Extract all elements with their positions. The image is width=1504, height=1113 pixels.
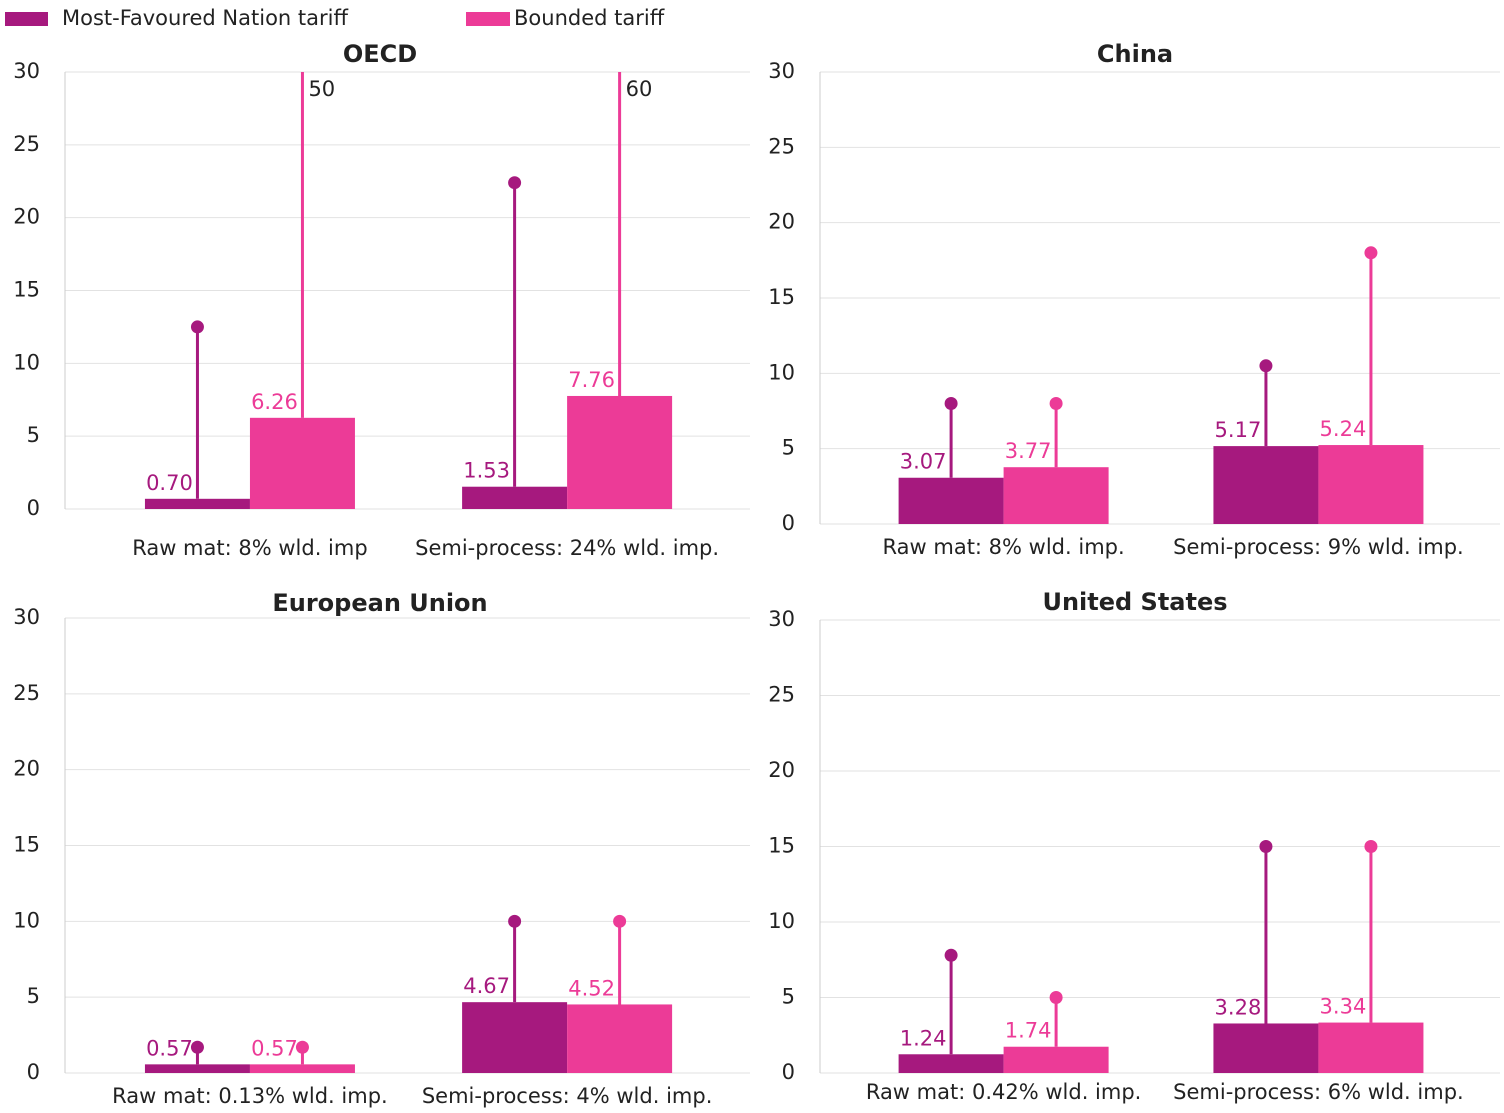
y-tick-label: 0 xyxy=(782,511,795,535)
value-label: 0.57 xyxy=(251,1036,298,1060)
value-label: 3.34 xyxy=(1320,995,1367,1019)
bar xyxy=(1318,1022,1424,1073)
max-dot xyxy=(1049,991,1063,1004)
value-label: 6.26 xyxy=(251,390,298,414)
max-dot xyxy=(508,914,522,928)
max-dot xyxy=(190,1040,204,1054)
bar xyxy=(567,1004,673,1073)
y-tick-label: 5 xyxy=(27,984,40,1008)
legend-swatch xyxy=(5,12,48,26)
bar xyxy=(1213,446,1319,524)
value-label: 3.77 xyxy=(1005,439,1052,463)
y-tick-label: 25 xyxy=(768,134,795,158)
y-tick-label: 15 xyxy=(13,278,40,302)
y-tick-label: 15 xyxy=(768,834,795,858)
bar xyxy=(898,1054,1004,1073)
bar xyxy=(1003,1046,1109,1073)
max-dot xyxy=(944,396,958,410)
max-dot xyxy=(1364,840,1378,853)
y-tick-label: 15 xyxy=(768,285,795,309)
chart-title: European Union xyxy=(272,589,487,617)
value-label: 3.07 xyxy=(900,450,947,474)
x-tick-label: Raw mat: 8% wld. imp. xyxy=(883,535,1125,559)
bar xyxy=(1318,445,1424,524)
bar xyxy=(1003,467,1109,524)
max-dot xyxy=(1259,840,1273,853)
y-tick-label: 25 xyxy=(768,683,795,707)
y-tick-label: 30 xyxy=(768,607,795,631)
plot xyxy=(190,914,627,1065)
x-tick-label: Semi-process: 4% wld. imp. xyxy=(422,1084,713,1108)
x-tick-label: Semi-process: 6% wld. imp. xyxy=(1173,1080,1464,1104)
value-label: 1.24 xyxy=(900,1026,947,1050)
value-label: 3.28 xyxy=(1215,995,1262,1019)
value-label: 0.70 xyxy=(146,471,193,495)
value-label: 4.52 xyxy=(568,976,615,1000)
value-label: 4.67 xyxy=(463,974,510,998)
max-dot xyxy=(295,1040,309,1054)
y-tick-label: 0 xyxy=(782,1060,795,1084)
y-tick-label: 10 xyxy=(13,908,40,932)
y-tick-label: 30 xyxy=(13,605,40,629)
y-tick-label: 10 xyxy=(13,350,40,374)
value-label: 7.76 xyxy=(568,368,615,392)
y-tick-label: 0 xyxy=(27,1060,40,1084)
plot xyxy=(944,840,1378,1055)
max-label: 50 xyxy=(308,77,335,101)
y-tick-label: 30 xyxy=(768,59,795,83)
y-tick-label: 10 xyxy=(768,909,795,933)
max-dot xyxy=(944,948,958,962)
max-dot xyxy=(1049,396,1063,410)
legend-label: Most-Favoured Nation tariff xyxy=(62,6,348,30)
x-tick-label: Semi-process: 24% wld. imp. xyxy=(415,536,719,560)
value-label: 0.57 xyxy=(146,1036,193,1060)
chart-title: China xyxy=(1097,40,1173,68)
max-label: 60 xyxy=(626,77,653,101)
x-tick-label: Raw mat: 0.13% wld. imp. xyxy=(112,1084,388,1108)
max-dot xyxy=(613,914,627,928)
plot xyxy=(944,246,1378,478)
bar xyxy=(249,1064,355,1073)
y-tick-label: 25 xyxy=(13,132,40,156)
y-tick-label: 30 xyxy=(13,59,40,83)
value-label: 5.24 xyxy=(1320,417,1367,441)
value-label: 1.53 xyxy=(463,459,510,483)
y-tick-label: 0 xyxy=(27,496,40,520)
legend-label: Bounded tariff xyxy=(514,6,665,30)
bar xyxy=(1213,1023,1319,1073)
x-tick-label: Semi-process: 9% wld. imp. xyxy=(1173,535,1464,559)
y-tick-label: 20 xyxy=(13,757,40,781)
bar xyxy=(249,417,355,509)
bar xyxy=(898,477,1004,524)
y-tick-label: 20 xyxy=(768,210,795,234)
chart-title: United States xyxy=(1042,588,1227,616)
legend-swatch xyxy=(466,12,510,26)
chart-title: OECD xyxy=(343,40,417,68)
y-tick-label: 5 xyxy=(782,436,795,460)
value-label: 1.74 xyxy=(1005,1019,1052,1043)
plot xyxy=(190,72,622,499)
bar xyxy=(567,395,673,509)
max-dot xyxy=(1364,246,1378,260)
y-tick-label: 20 xyxy=(768,758,795,782)
max-dot xyxy=(190,320,204,334)
x-tick-label: Raw mat: 8% wld. imp xyxy=(132,536,367,560)
y-tick-label: 15 xyxy=(13,833,40,857)
value-label: 5.17 xyxy=(1215,418,1262,442)
x-tick-label: Raw mat: 0.42% wld. imp. xyxy=(866,1080,1142,1104)
bar xyxy=(462,486,568,509)
y-tick-label: 5 xyxy=(27,423,40,447)
bar xyxy=(144,1064,250,1073)
y-tick-label: 25 xyxy=(13,681,40,705)
bar xyxy=(144,498,250,509)
max-dot xyxy=(508,176,522,190)
bar xyxy=(462,1002,568,1073)
y-tick-label: 10 xyxy=(768,360,795,384)
y-tick-label: 20 xyxy=(13,205,40,229)
max-dot xyxy=(1259,359,1273,373)
y-tick-label: 5 xyxy=(782,985,795,1009)
